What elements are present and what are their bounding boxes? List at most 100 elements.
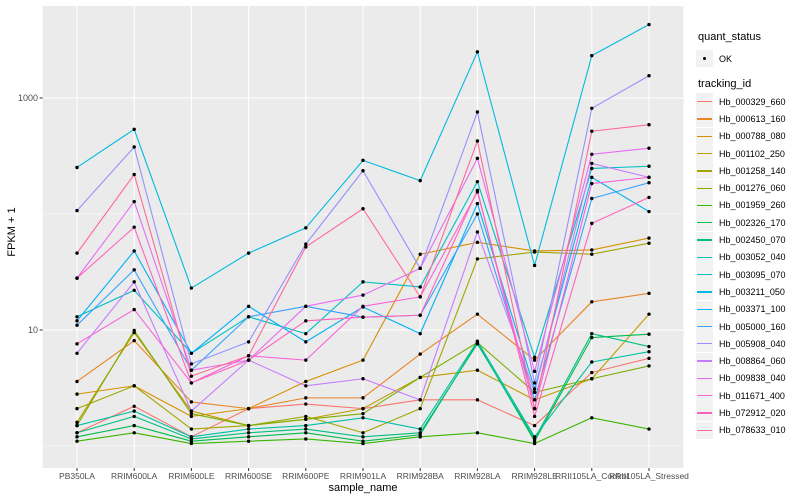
point-marker-icon <box>702 56 707 61</box>
series-points-Hb_002450_070 <box>75 331 651 441</box>
legend-key-box <box>696 179 713 197</box>
legend: quant_status OK tracking_id Hb_000329_66… <box>696 31 800 439</box>
legend-item-Hb_072912_020: Hb_072912_020 <box>696 404 800 422</box>
legend-item-label: Hb_003211_050 <box>719 286 785 297</box>
legend-item-label: Hb_008864_060 <box>719 356 786 367</box>
x-tick-label: RRIM600PE <box>282 471 330 481</box>
legend-item-label: Hb_003052_040 <box>719 252 786 263</box>
legend-item-Hb_009838_040: Hb_009838_040 <box>696 369 800 387</box>
legend-item-label: Hb_001276_060 <box>719 183 786 194</box>
line-swatch-icon <box>697 429 712 431</box>
legend-key-box <box>696 421 713 439</box>
axis-ticks <box>39 97 650 471</box>
legend-item-label: Hb_000788_080 <box>719 131 786 142</box>
legend-title-quant-status: quant_status <box>698 31 761 43</box>
legend-item-label: Hb_001258_140 <box>719 165 786 176</box>
legend-item-label: OK <box>719 53 733 64</box>
legend-item-Hb_003052_040: Hb_003052_040 <box>696 248 800 266</box>
legend-item-Hb_001276_060: Hb_001276_060 <box>696 179 800 197</box>
line-swatch-icon <box>697 325 712 328</box>
line-swatch-icon <box>697 343 712 345</box>
line-swatch-icon <box>697 412 712 414</box>
legend-key-box <box>696 387 713 405</box>
legend-key-box <box>696 110 713 128</box>
legend-item-Hb_002450_070: Hb_002450_070 <box>696 231 800 249</box>
series-points-Hb_001258_140 <box>75 241 651 435</box>
series-points-Hb_000613_160 <box>75 291 651 411</box>
legend-key-box <box>696 145 713 163</box>
legend-key-box <box>696 127 713 145</box>
x-tick-label: RRII105LA_Stressed <box>609 471 689 481</box>
line-swatch-icon <box>697 256 712 258</box>
legend-key-box <box>696 214 713 232</box>
line-swatch-icon <box>697 152 712 155</box>
series-points-Hb_003211_050 <box>75 22 651 290</box>
line-swatch-icon <box>697 395 712 397</box>
series-points-Hb_003052_040 <box>75 339 651 439</box>
legend-item-Hb_005908_040: Hb_005908_040 <box>696 335 800 353</box>
legend-item-Hb_078633_010: Hb_078633_010 <box>696 421 800 439</box>
legend-item-label: Hb_009838_040 <box>719 373 786 384</box>
legend-item-Hb_008864_060: Hb_008864_060 <box>696 352 800 370</box>
x-tick-label: RRIM928LE <box>511 471 558 481</box>
axis-tick-labels: 10 1000 PB350LA RRIM600LA RRIM600LE RRIM600SE… <box>18 93 689 481</box>
y-tick-label: 1000 <box>18 93 38 103</box>
series-points-Hb_001959_260 <box>75 416 651 446</box>
legend-tracking-items: Hb_000329_660 Hb_000613_160 Hb_000788_080 H… <box>696 93 800 439</box>
x-tick-label: RRIM600LA <box>111 471 158 481</box>
legend-key-box <box>696 335 713 353</box>
legend-item-Hb_003211_050: Hb_003211_050 <box>696 283 800 301</box>
legend-item-Hb_001102_250: Hb_001102_250 <box>696 145 800 163</box>
legend-item-ok: OK <box>696 50 800 67</box>
legend-key-box <box>696 352 713 370</box>
x-tick-label: PB350LA <box>59 471 95 481</box>
series-points-Hb_002326_170 <box>75 332 651 443</box>
legend-item-label: Hb_001959_260 <box>719 200 786 211</box>
line-swatch-icon <box>697 135 712 137</box>
line-swatch-icon <box>697 308 712 310</box>
legend-item-Hb_002326_170: Hb_002326_170 <box>696 214 800 232</box>
legend-item-Hb_000329_660: Hb_000329_660 <box>696 93 800 111</box>
x-tick-label: RRIM901LA <box>340 471 387 481</box>
legend-key-box <box>696 50 713 67</box>
legend-key-box <box>696 248 713 266</box>
legend-key-box <box>696 266 713 284</box>
legend-key-box <box>696 300 713 318</box>
legend-key-box <box>696 231 713 249</box>
legend-item-label: Hb_078633_010 <box>719 425 786 436</box>
legend-item-label: Hb_002450_070 <box>719 235 786 246</box>
x-axis-title: sample_name <box>328 482 397 494</box>
line-swatch-icon <box>697 239 712 241</box>
y-axis-title: FPKM + 1 <box>6 207 18 256</box>
line-swatch-icon <box>697 204 712 207</box>
legend-item-label: Hb_001102_250 <box>719 148 785 159</box>
x-tick-label: RRIM928LA <box>454 471 501 481</box>
series-points <box>75 22 651 446</box>
legend-item-Hb_005000_160: Hb_005000_160 <box>696 318 800 335</box>
legend-item-label: Hb_002326_170 <box>719 217 786 228</box>
line-swatch-icon <box>697 360 712 362</box>
line-swatch-icon <box>697 101 712 103</box>
line-swatch-icon <box>697 170 712 172</box>
legend-item-Hb_001258_140: Hb_001258_140 <box>696 162 800 180</box>
legend-key-box <box>696 404 713 422</box>
legend-key-box <box>696 196 713 214</box>
legend-item-Hb_001959_260: Hb_001959_260 <box>696 196 800 214</box>
legend-item-label: Hb_003371_100 <box>719 304 786 315</box>
y-tick-label: 10 <box>28 325 38 335</box>
legend-item-label: Hb_005000_160 <box>719 321 786 332</box>
legend-key-box <box>696 318 713 335</box>
line-swatch-icon <box>697 187 712 189</box>
x-tick-label: RRIM928BA <box>397 471 445 481</box>
legend-item-Hb_003371_100: Hb_003371_100 <box>696 300 800 318</box>
legend-item-label: Hb_000613_160 <box>719 113 786 124</box>
legend-title-tracking-id: tracking_id <box>698 78 752 90</box>
legend-key-box <box>696 162 713 180</box>
legend-item-label: Hb_003095_070 <box>719 269 786 280</box>
x-tick-label: RRIM600LE <box>168 471 215 481</box>
legend-item-label: Hb_000329_660 <box>719 96 786 107</box>
series-points-Hb_072912_020 <box>75 188 651 419</box>
legend-key-box <box>696 369 713 387</box>
legend-item-label: Hb_005908_040 <box>719 338 786 349</box>
